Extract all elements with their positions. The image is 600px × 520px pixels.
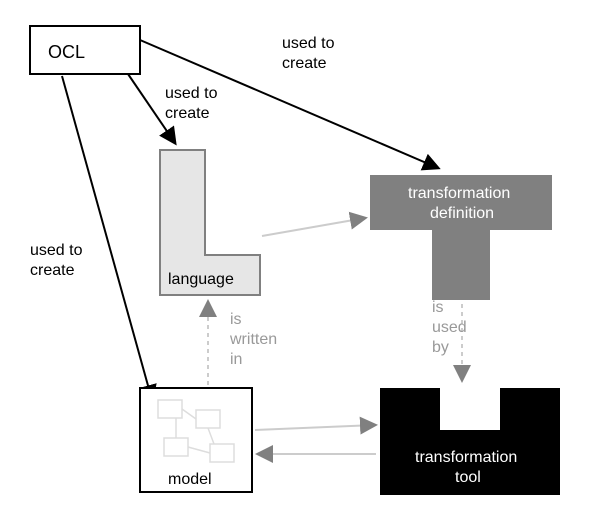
- edge-label-ocl-to-language: used tocreate: [165, 85, 218, 122]
- ocl-label: OCL: [48, 42, 85, 62]
- edge-label-ocl-to-trdef: used tocreate: [282, 35, 335, 72]
- transformation-definition-label-2: definition: [430, 205, 494, 222]
- edge-model-to-tool: [255, 425, 375, 430]
- edge-label-model-to-language: iswrittenin: [229, 311, 277, 368]
- language-label: language: [168, 271, 234, 288]
- node-model: model: [140, 388, 252, 492]
- transformation-tool-label-2: tool: [455, 469, 481, 486]
- node-ocl: OCL: [30, 26, 140, 74]
- transformation-tool-label-1: transformation: [415, 449, 517, 466]
- edge-language-to-trdef: [262, 218, 365, 236]
- edge-label-ocl-to-model: used tocreate: [30, 242, 83, 279]
- transformation-definition-label-1: transformation: [408, 185, 510, 202]
- model-label: model: [168, 471, 212, 488]
- node-language: language: [160, 150, 260, 295]
- edge-ocl-to-model: [62, 76, 152, 400]
- ocl-relationships-diagram: OCL language transformation definition m…: [0, 0, 600, 520]
- node-transformation-tool: transformation tool: [380, 388, 560, 495]
- node-transformation-definition: transformation definition: [370, 175, 552, 300]
